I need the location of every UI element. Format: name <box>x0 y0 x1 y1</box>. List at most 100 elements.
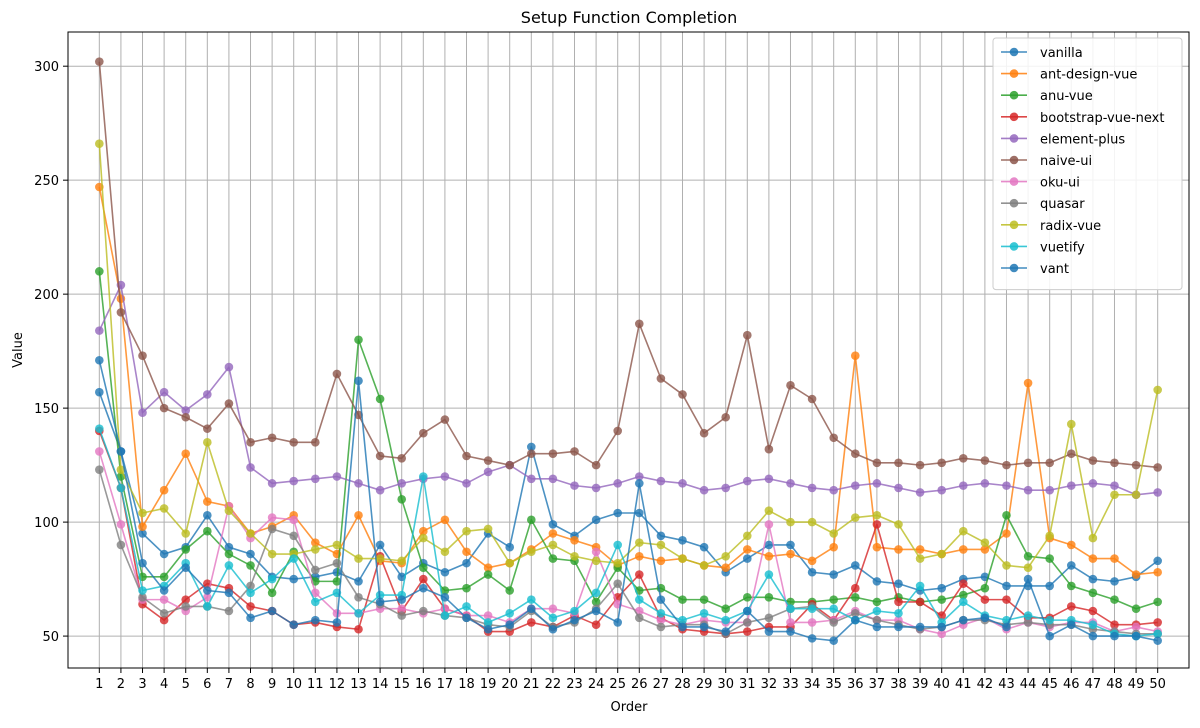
legend-label: vuetify <box>1040 240 1085 255</box>
data-point-element-plus <box>764 474 774 484</box>
legend-entry-naive-ui: naive-ui <box>1001 154 1092 169</box>
data-point-naive-ui <box>138 351 147 360</box>
data-point-ant-design-vue <box>656 556 666 566</box>
data-point-vant <box>570 615 579 625</box>
data-point-vant <box>678 622 687 632</box>
data-point-naive-ui <box>419 428 428 438</box>
data-point-naive-ui <box>980 456 990 465</box>
data-point-element-plus <box>138 408 147 417</box>
data-point-vuetify <box>548 613 558 623</box>
data-point-radix-vue <box>203 438 212 447</box>
data-point-naive-ui <box>570 447 579 456</box>
data-point-quasar <box>397 611 407 620</box>
data-point-element-plus <box>224 362 234 372</box>
data-point-bootstrap-vue-next <box>419 574 428 584</box>
data-point-quasar <box>872 615 882 625</box>
data-point-anu-vue <box>419 563 428 572</box>
legend-marker <box>1009 177 1019 186</box>
data-point-naive-ui <box>483 456 493 465</box>
data-point-vant <box>1023 574 1033 584</box>
legend-marker <box>1009 263 1019 273</box>
data-point-oku-ui <box>548 604 558 614</box>
data-point-vanilla <box>462 558 471 568</box>
legend-entry-quasar: quasar <box>1001 197 1085 212</box>
data-point-radix-vue <box>1131 490 1141 500</box>
data-point-bootstrap-vue-next <box>246 602 255 611</box>
data-point-bootstrap-vue-next <box>591 620 601 629</box>
data-point-vuetify <box>829 604 838 614</box>
data-point-radix-vue <box>570 552 579 561</box>
data-point-vuetify <box>570 606 579 616</box>
data-point-anu-vue <box>440 586 450 595</box>
data-point-ant-design-vue <box>159 485 169 495</box>
data-point-vant <box>397 595 407 604</box>
data-point-vant <box>1110 631 1119 641</box>
x-axis-label: Order <box>611 700 649 715</box>
legend-label: oku-ui <box>1040 176 1080 191</box>
data-point-vuetify <box>721 615 730 625</box>
data-point-quasar <box>354 593 363 602</box>
data-point-element-plus <box>203 390 212 399</box>
data-point-radix-vue <box>462 526 471 536</box>
data-point-element-plus <box>656 476 666 486</box>
data-point-oku-ui <box>656 615 666 625</box>
data-point-vanilla <box>1088 574 1098 584</box>
data-point-naive-ui <box>505 460 515 470</box>
data-point-vanilla <box>764 540 774 550</box>
x-tick-label: 40 <box>933 677 950 692</box>
data-point-element-plus <box>742 476 752 486</box>
data-point-oku-ui <box>116 520 126 529</box>
data-point-vant <box>591 606 601 616</box>
chart-title: Setup Function Completion <box>521 8 737 27</box>
x-tick-label: 48 <box>1106 677 1123 692</box>
data-point-radix-vue <box>872 510 882 520</box>
data-point-quasar <box>246 581 255 591</box>
data-point-ant-design-vue <box>1023 378 1033 388</box>
data-point-ant-design-vue <box>958 545 968 554</box>
legend-label: bootstrap-vue-next <box>1040 111 1164 126</box>
data-point-naive-ui <box>656 374 666 383</box>
data-point-oku-ui <box>807 618 817 627</box>
data-point-bootstrap-vue-next <box>894 597 903 607</box>
data-point-naive-ui <box>462 451 471 461</box>
x-tick-label: 5 <box>182 677 190 692</box>
data-point-vuetify <box>1088 620 1098 629</box>
data-point-anu-vue <box>159 572 169 582</box>
data-point-ant-design-vue <box>203 497 212 506</box>
x-tick-label: 44 <box>1020 677 1037 692</box>
data-point-quasar <box>311 565 320 575</box>
data-point-anu-vue <box>958 590 968 600</box>
legend-label: vanilla <box>1040 46 1083 61</box>
data-point-vanilla <box>872 577 882 586</box>
data-point-vuetify <box>246 588 255 598</box>
data-point-radix-vue <box>397 556 407 566</box>
data-point-naive-ui <box>894 458 903 468</box>
data-point-element-plus <box>289 476 299 486</box>
data-point-radix-vue <box>915 554 925 563</box>
data-point-ant-design-vue <box>440 515 450 525</box>
data-point-vanilla <box>246 549 255 559</box>
data-point-naive-ui <box>1002 460 1011 470</box>
data-point-quasar <box>289 531 299 541</box>
data-point-bootstrap-vue-next <box>1153 618 1162 627</box>
data-point-oku-ui <box>159 595 169 604</box>
data-point-radix-vue <box>505 558 515 568</box>
x-tick-label: 23 <box>566 677 583 692</box>
data-point-element-plus <box>332 472 342 481</box>
data-point-element-plus <box>462 479 471 488</box>
y-tick-label: 250 <box>34 174 59 189</box>
data-point-quasar <box>1023 618 1033 627</box>
data-point-vant <box>699 622 709 632</box>
data-point-element-plus <box>1066 481 1076 490</box>
data-point-vant <box>786 627 795 636</box>
data-point-naive-ui <box>181 412 191 422</box>
data-point-naive-ui <box>1110 458 1119 468</box>
data-point-naive-ui <box>699 428 709 438</box>
data-point-quasar <box>829 618 838 627</box>
data-point-naive-ui <box>634 319 644 329</box>
data-point-bootstrap-vue-next <box>980 595 990 604</box>
data-point-vant <box>1066 620 1076 629</box>
data-point-anu-vue <box>95 267 104 276</box>
data-point-ant-design-vue <box>850 351 860 360</box>
data-point-oku-ui <box>483 611 493 620</box>
